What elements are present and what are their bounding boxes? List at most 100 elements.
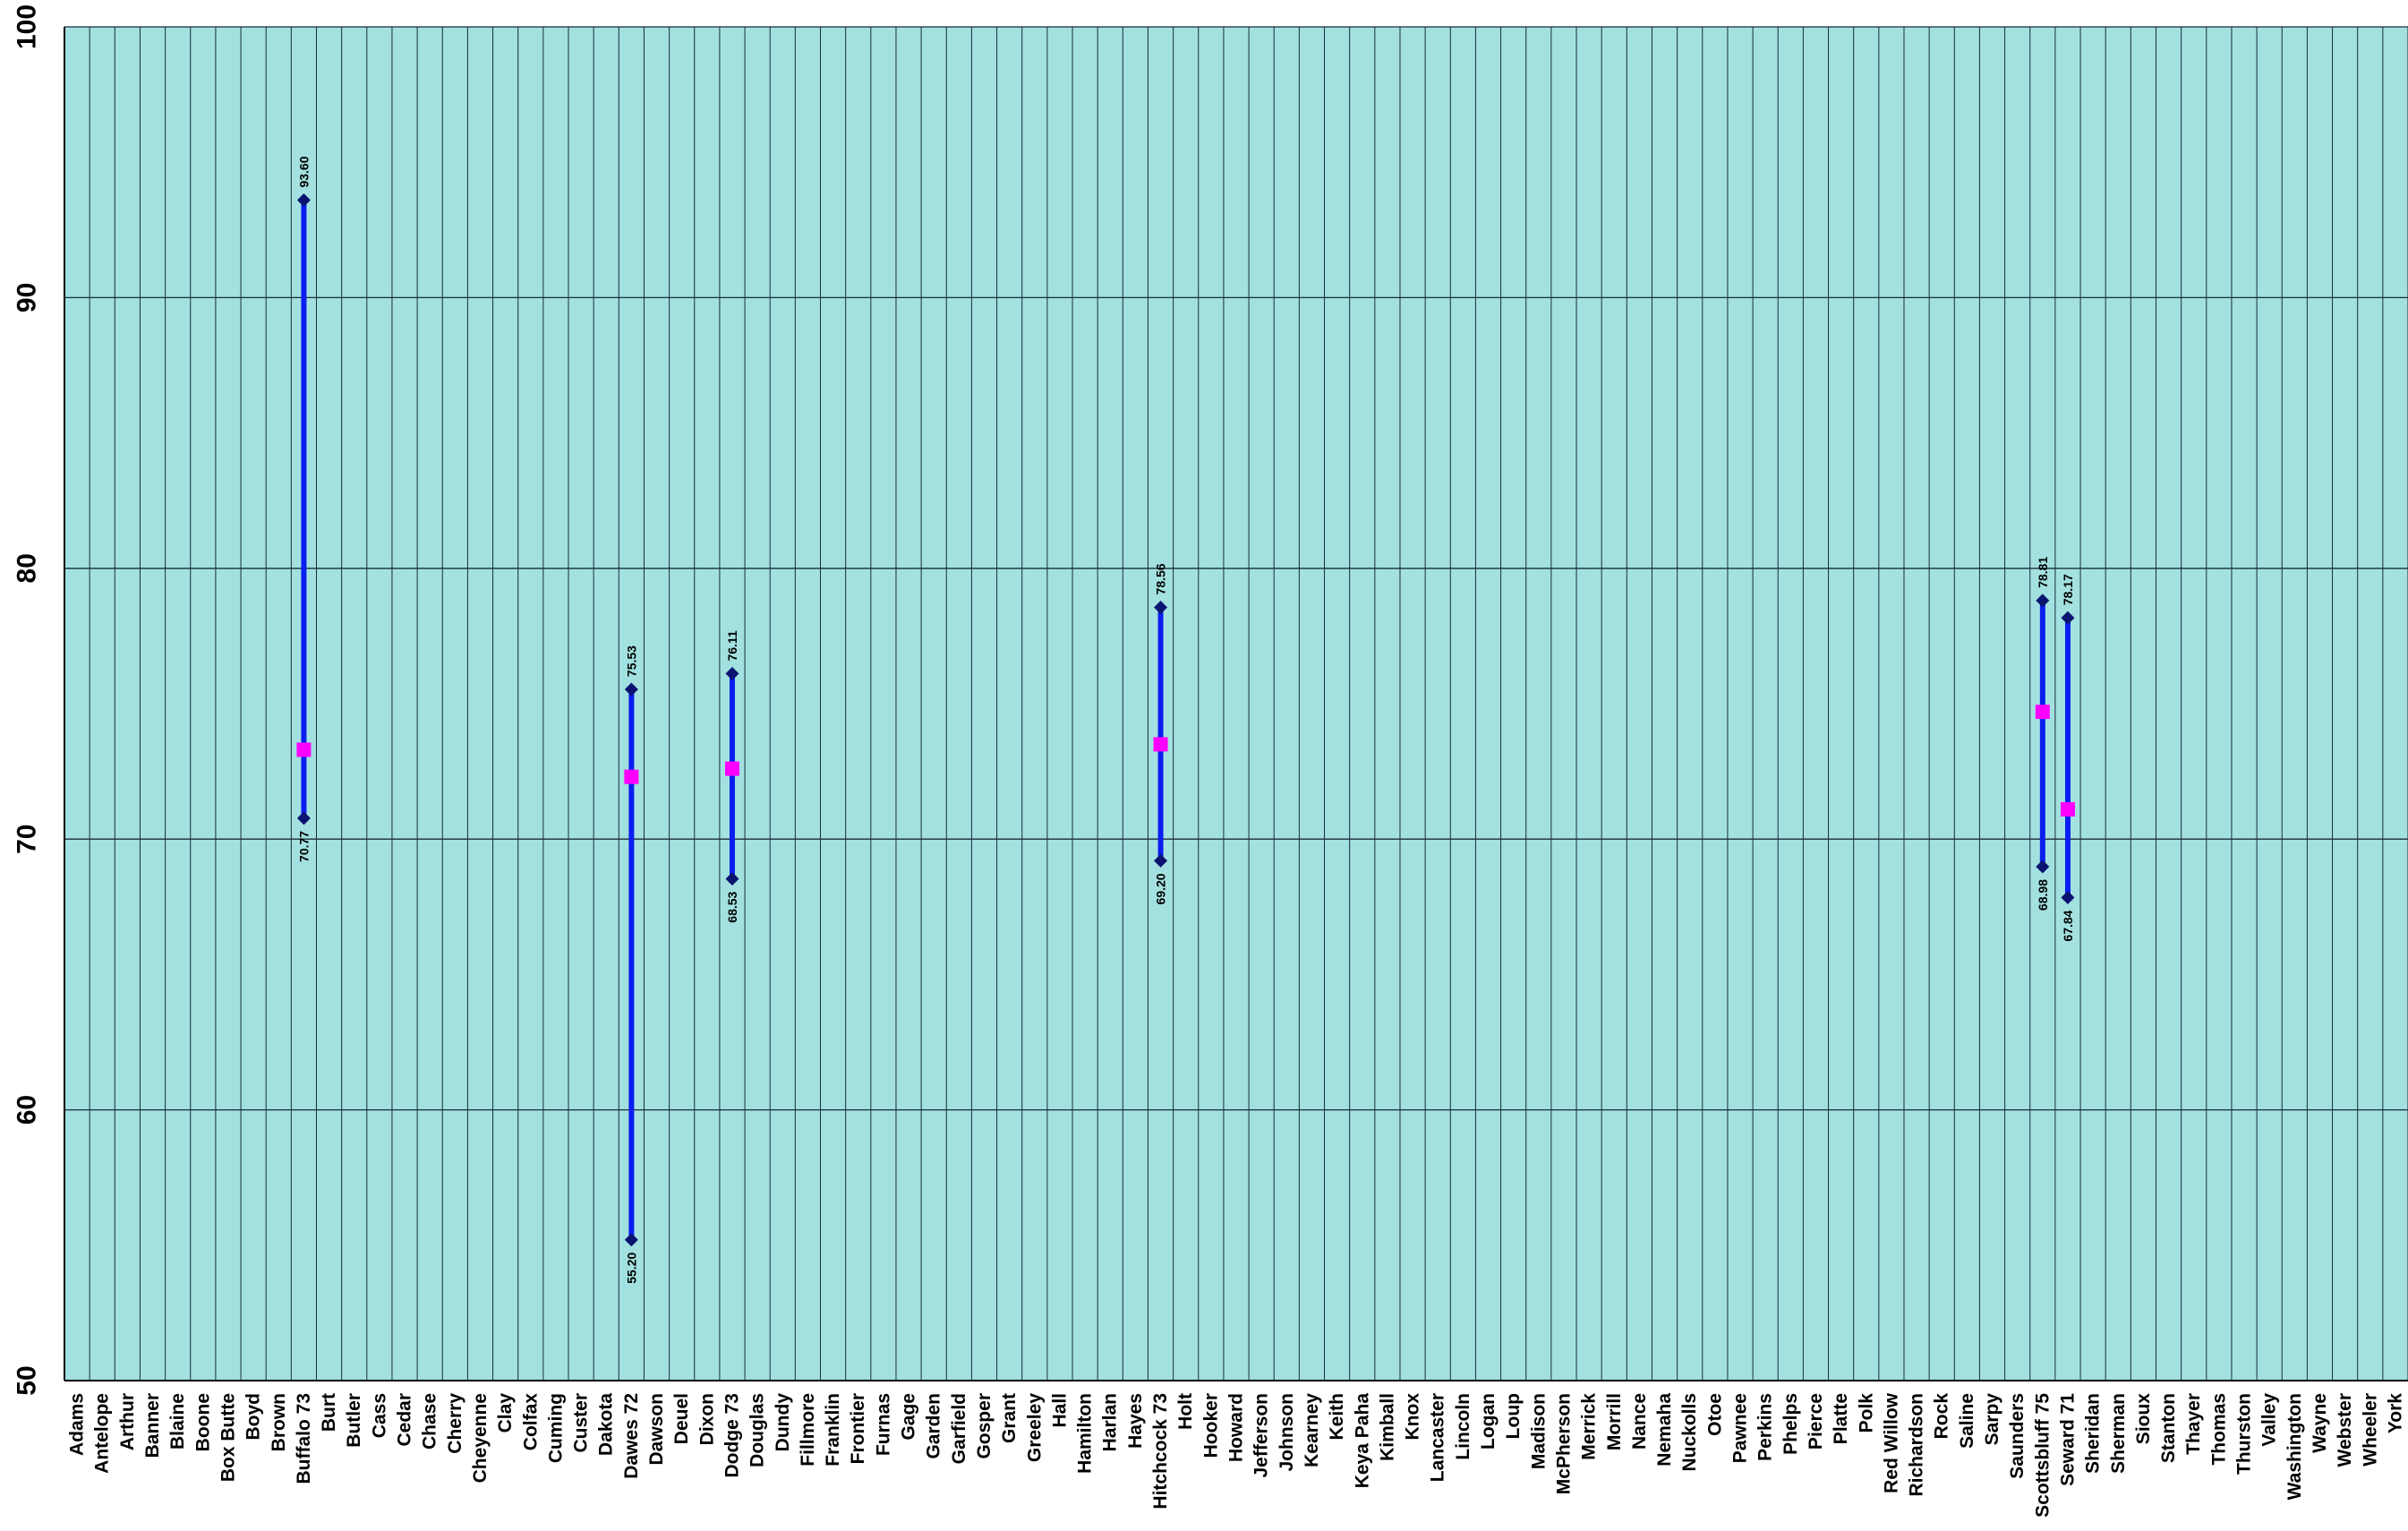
mid-marker [2035,705,2050,720]
x-tick-label: Dixon [696,1393,717,1445]
x-tick-label: Lancaster [1428,1393,1448,1482]
horizontal-gridlines [64,26,2408,1381]
x-tick-label: Sioux [2133,1393,2154,1444]
x-tick-label: Wayne [2310,1393,2330,1453]
range-series: 93.60 70.77 75.53 55.20 76.11 68.53 78.56 69.20… [296,156,2075,1284]
high-value-label: 93.60 [296,156,311,187]
x-tick-label: Hall [1049,1393,1070,1428]
x-tick-label: Dodge 73 [722,1393,742,1478]
high-value-label: 78.81 [2036,557,2050,588]
high-value-label: 75.53 [624,646,638,677]
x-tick-label: Lincoln [1453,1393,1473,1460]
range-item: 76.11 68.53 [724,630,739,923]
x-tick-label: Grant [999,1393,1020,1443]
x-tick-label: Custer [571,1393,592,1453]
x-tick-label: Clay [495,1393,516,1433]
mid-marker [724,761,739,776]
x-tick-label: Thurston [2234,1393,2255,1475]
high-marker [725,666,739,680]
x-tick-label: Sherman [2108,1393,2129,1474]
x-tick-label: Douglas [747,1393,768,1467]
x-tick-label: Nuckolls [1679,1393,1700,1472]
x-tick-label: McPherson [1553,1393,1574,1494]
low-value-label: 70.77 [296,831,311,862]
y-tick-label: 90 [13,283,42,312]
x-tick-label: Hooker [1200,1393,1221,1458]
y-tick-label: 80 [13,553,42,583]
x-tick-label: Knox [1403,1393,1423,1441]
high-marker [2036,594,2050,608]
x-tick-label: Harlan [1100,1393,1121,1451]
y-axis-tick-labels: 50 60 70 80 90 100 [13,4,42,1396]
x-tick-label: Hamilton [1075,1393,1096,1474]
low-marker [2061,891,2075,905]
x-tick-label: Deuel [671,1393,692,1444]
x-tick-label: Kearney [1302,1393,1322,1467]
x-tick-label: Seward 71 [2057,1393,2078,1486]
x-tick-label: Buffalo 73 [294,1393,314,1484]
x-tick-label: Blaine [167,1393,188,1450]
x-tick-label: Adams [67,1393,88,1456]
x-tick-label: Logan [1478,1393,1499,1450]
x-axis-tick-labels: Adams Antelope Arthur Banner Blaine Boone Box … [67,1392,2406,1518]
x-tick-label: Howard [1226,1393,1247,1462]
x-tick-label: Hayes [1125,1393,1146,1449]
x-tick-label: Hitchcock 73 [1150,1393,1171,1510]
low-value-label: 69.20 [1154,873,1168,904]
high-value-label: 78.56 [1154,563,1168,594]
x-tick-label: Cuming [545,1393,566,1463]
low-marker [296,811,311,825]
x-tick-label: Dakota [596,1393,617,1456]
x-tick-label: Holt [1175,1393,1196,1430]
x-tick-label: Saunders [2007,1393,2028,1479]
x-tick-label: Scottsbluff 75 [2032,1393,2053,1518]
y-tick-label: 50 [13,1365,42,1395]
high-marker [296,193,311,208]
x-tick-label: Nemaha [1654,1393,1675,1467]
y-tick-label: 70 [13,825,42,854]
mid-marker [624,769,639,784]
low-value-label: 68.53 [725,891,739,922]
mid-marker [2060,801,2075,817]
x-tick-label: Red Willow [1881,1392,1901,1493]
x-tick-label: Richardson [1907,1393,1927,1497]
low-value-label: 68.98 [2036,879,2050,911]
x-tick-label: Keith [1327,1393,1347,1441]
high-marker [624,682,638,697]
x-tick-label: Burt [319,1393,339,1432]
x-tick-label: Pawnee [1730,1393,1751,1463]
range-item: 78.17 67.84 [2060,574,2075,942]
x-tick-label: Kimball [1377,1393,1397,1461]
x-tick-label: Greeley [1024,1393,1045,1462]
x-tick-label: Pierce [1806,1393,1826,1450]
x-tick-label: Garfield [949,1393,969,1464]
y-tick-label: 60 [13,1095,42,1125]
x-tick-label: Cedar [395,1393,415,1447]
x-tick-label: Fillmore [798,1393,818,1467]
range-item: 93.60 70.77 [296,156,312,862]
x-tick-label: Saline [1957,1393,1977,1449]
x-tick-label: Phelps [1780,1393,1801,1455]
x-tick-label: Colfax [520,1393,541,1451]
x-tick-label: Platte [1831,1393,1851,1444]
x-tick-label: Frontier [848,1393,868,1464]
x-tick-label: Keya Paha [1352,1393,1372,1489]
x-tick-label: Furnas [873,1393,893,1456]
range-item: 78.81 68.98 [2035,557,2050,911]
x-tick-label: Merrick [1579,1393,1600,1460]
x-tick-label: Jefferson [1251,1393,1272,1478]
x-tick-label: Cherry [445,1393,465,1454]
range-item: 75.53 55.20 [624,646,639,1284]
x-tick-label: Dawson [646,1393,667,1466]
x-tick-label: Dawes 72 [621,1393,642,1479]
x-tick-label: Franklin [823,1393,843,1467]
x-tick-label: Valley [2259,1393,2280,1447]
x-tick-label: Butler [344,1393,364,1448]
high-marker [2061,611,2075,625]
high-value-label: 76.11 [725,630,739,661]
high-value-label: 78.17 [2061,574,2075,605]
x-tick-label: York [2385,1393,2405,1433]
x-tick-label: Chase [420,1393,440,1450]
